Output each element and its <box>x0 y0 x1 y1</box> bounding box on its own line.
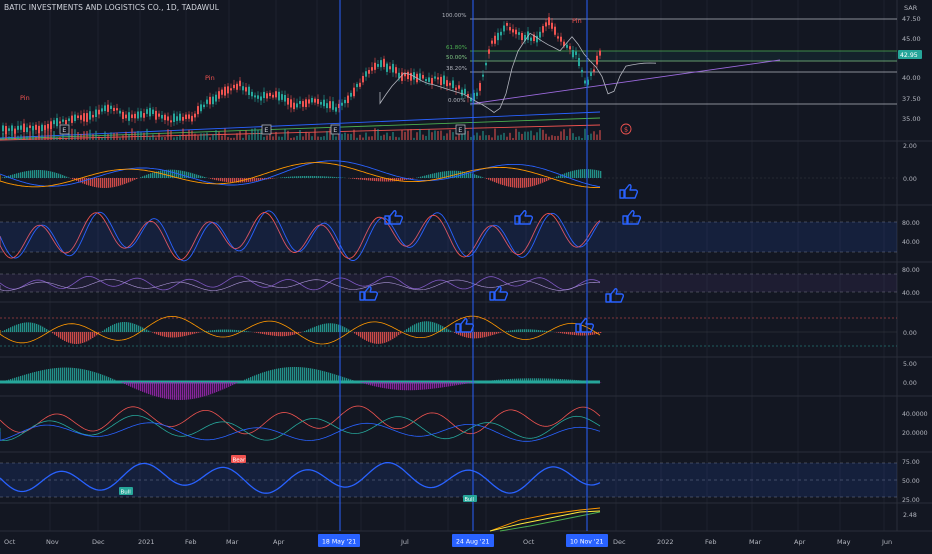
bull-label: Bull <box>465 497 474 503</box>
fib-label-618: 61.80% <box>446 45 467 51</box>
price-tick: 37.50 <box>902 95 921 103</box>
price-tick: 35.00 <box>902 115 921 123</box>
price-axis[interactable]: SAR 47.50 45.00 40.00 37.50 35.00 <box>902 4 921 123</box>
pin-label: Pin <box>572 17 582 25</box>
svg-text:Apr: Apr <box>794 538 806 546</box>
date-badge: 24 Aug '21 <box>456 539 490 546</box>
fib-label-0: 0.00% <box>448 98 465 104</box>
svg-text:80.00: 80.00 <box>902 267 920 274</box>
currency-label: SAR <box>904 4 918 12</box>
svg-text:Mar: Mar <box>749 538 762 546</box>
fib-label-100: 100.00% <box>442 13 466 19</box>
svg-text:75.00: 75.00 <box>902 459 920 466</box>
svg-text:25.00: 25.00 <box>902 497 920 504</box>
svg-text:Jun: Jun <box>881 538 892 546</box>
svg-text:40.00: 40.00 <box>902 239 920 246</box>
date-badge: 10 Nov '21 <box>570 539 604 546</box>
date-badge: 18 May '21 <box>322 539 356 546</box>
svg-text:80.00: 80.00 <box>902 220 920 227</box>
earnings-icon[interactable]: E <box>333 126 337 134</box>
price-tick: 47.50 <box>902 15 921 23</box>
svg-text:Oct: Oct <box>523 538 535 546</box>
fib-label-500: 50.00% <box>446 55 467 61</box>
svg-text:Feb: Feb <box>185 538 197 546</box>
last-price-badge: 42.95 <box>898 50 922 59</box>
chart-title: BATIC INVESTMENTS AND LOGISTICS CO., 1D,… <box>4 3 219 12</box>
stoch-band <box>0 222 897 252</box>
svg-text:Nov: Nov <box>46 538 59 546</box>
svg-text:5.00: 5.00 <box>903 361 917 368</box>
svg-text:2022: 2022 <box>657 538 674 546</box>
price-tick: 40.00 <box>902 74 921 82</box>
time-axis-highlights: 18 May '21 24 Aug '21 10 Nov '21 <box>318 534 608 547</box>
date-markers <box>340 0 587 531</box>
svg-text:2021: 2021 <box>138 538 155 546</box>
dividend-marker[interactable]: $ <box>621 124 631 134</box>
svg-text:Dec: Dec <box>613 538 626 546</box>
ichimoku-cloud-line <box>380 33 656 112</box>
rsi-band <box>0 274 897 292</box>
thumb-up-icon[interactable] <box>620 185 637 198</box>
vertical-gridlines <box>50 0 884 531</box>
price-tick: 45.00 <box>902 35 921 43</box>
pin-label: Pin <box>20 94 30 102</box>
svg-text:0.00: 0.00 <box>903 176 917 183</box>
fib-label-382: 38.20% <box>446 66 467 72</box>
svg-text:40.0000: 40.0000 <box>902 411 928 418</box>
pin-label: Pin <box>205 74 215 82</box>
indicator-axis-labels: 2.00 0.00 80.00 40.00 80.00 40.00 0.00 5… <box>902 143 928 519</box>
svg-text:0.00: 0.00 <box>903 380 917 387</box>
svg-text:Apr: Apr <box>273 538 285 546</box>
bear-label: Bear <box>233 458 247 464</box>
earnings-icon[interactable]: E <box>458 126 462 134</box>
thumb-annotations[interactable] <box>360 185 640 332</box>
svg-text:Mar: Mar <box>226 538 239 546</box>
svg-text:Jul: Jul <box>400 538 409 546</box>
bull-label: Bull <box>121 490 132 496</box>
time-axis[interactable]: Oct Nov Dec 2021 Feb Mar Apr Jul Oct Dec… <box>4 538 892 546</box>
svg-text:40.00: 40.00 <box>902 290 920 297</box>
svg-text:Feb: Feb <box>705 538 717 546</box>
earnings-icon[interactable]: E <box>62 126 66 134</box>
svg-text:0.00: 0.00 <box>903 330 917 337</box>
svg-text:Dec: Dec <box>92 538 105 546</box>
svg-text:2.48: 2.48 <box>903 512 917 519</box>
svg-text:2.00: 2.00 <box>903 143 917 150</box>
svg-text:20.0000: 20.0000 <box>902 430 928 437</box>
svg-text:May: May <box>837 538 851 546</box>
svg-text:Oct: Oct <box>4 538 16 546</box>
rsi-main-band <box>0 463 897 497</box>
svg-text:50.00: 50.00 <box>902 478 920 485</box>
thumb-up-icon[interactable] <box>456 319 473 332</box>
earnings-icon[interactable]: E <box>264 126 268 134</box>
thumb-up-icon[interactable] <box>576 319 593 332</box>
last-price: 42.95 <box>900 52 918 59</box>
dividend-icon[interactable]: $ <box>624 126 628 134</box>
trendline-upper[interactable] <box>470 60 780 104</box>
